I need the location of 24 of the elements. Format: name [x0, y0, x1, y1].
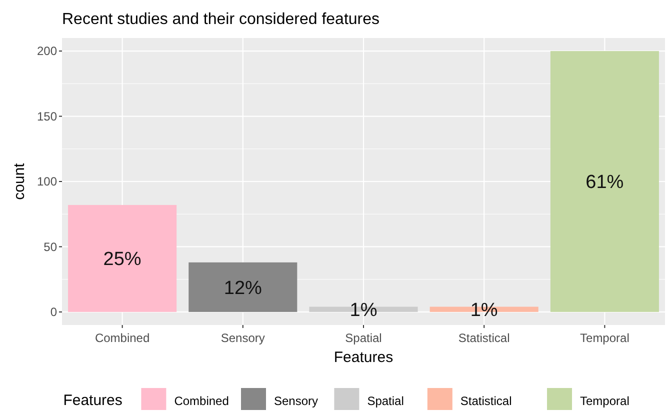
y-tick-label: 50	[44, 240, 58, 254]
annotation: 1%	[470, 300, 498, 321]
annotation: 25%	[103, 249, 142, 270]
y-tick-label: 100	[36, 174, 58, 189]
x-tick-label: Temporal	[580, 331, 630, 345]
legend-title: Features	[63, 392, 122, 409]
annotation: 61%	[586, 172, 624, 194]
y-tick-label: 0	[50, 305, 58, 320]
x-tick-label: Statistical	[458, 331, 510, 345]
legend-label: Statistical	[460, 394, 512, 408]
annotation: 1%	[350, 300, 378, 321]
legend-label: Sensory	[274, 394, 318, 408]
x-tick-label: Spatial	[345, 331, 382, 345]
x-tick-label: Combined	[94, 331, 150, 345]
legend-label: Spatial	[367, 394, 404, 408]
x-axis-title: Features	[334, 349, 394, 366]
chart-title: Recent studies and their considered features	[62, 11, 380, 28]
y-tick-label: 150	[36, 109, 58, 124]
x-tick-label: Sensory	[220, 331, 265, 345]
y-tick-label: 200	[36, 44, 58, 58]
annotation: 12%	[224, 278, 262, 299]
legend-label: Temporal	[580, 394, 630, 408]
y-axis-title: count	[11, 162, 28, 200]
legend-label: Combined	[174, 394, 229, 408]
